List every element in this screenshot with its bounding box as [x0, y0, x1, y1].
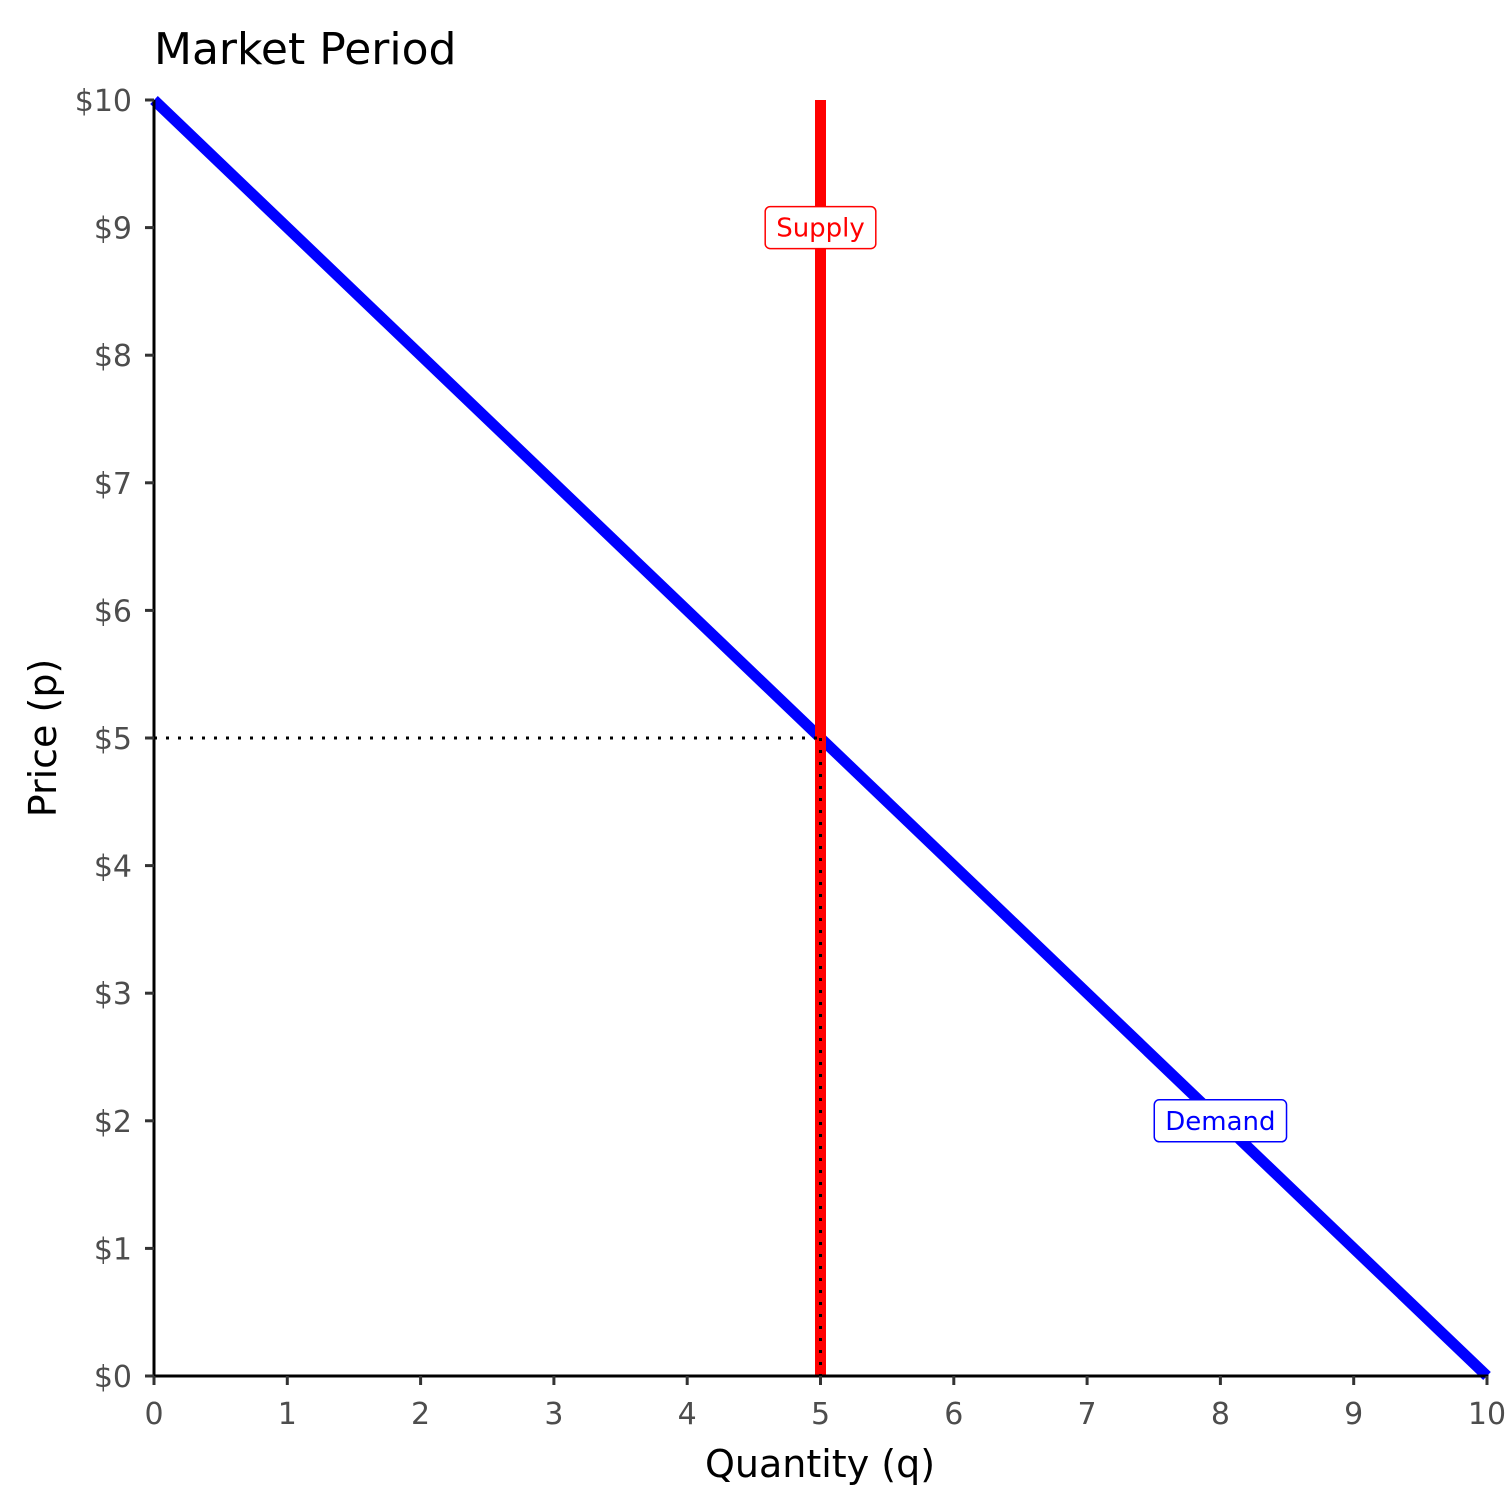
x-tick-label: 0	[144, 1397, 163, 1432]
x-axis-title: Quantity (q)	[705, 1442, 935, 1486]
y-tick-label: $8	[94, 339, 132, 374]
y-tick-label: $1	[94, 1232, 132, 1267]
y-tick-label: $6	[94, 594, 132, 629]
y-tick-label: $4	[94, 850, 132, 885]
supply-label: Supply	[776, 214, 865, 244]
x-tick-label: 1	[278, 1397, 297, 1432]
y-tick-label: $3	[94, 977, 132, 1012]
y-tick-label: $7	[94, 467, 132, 502]
demand-label: Demand	[1165, 1107, 1275, 1137]
demand-label-box	[1153, 1099, 1288, 1143]
x-tick-label: 5	[811, 1397, 830, 1432]
x-tick-label: 8	[1211, 1397, 1230, 1432]
y-tick-label: $2	[94, 1105, 132, 1140]
y-axis-title: Price (p)	[21, 659, 65, 818]
supply-label-box	[764, 205, 877, 250]
y-tick-label: $0	[94, 1360, 132, 1395]
plot-area: 0 1 2 3 4 5 6 7 8 9 10 $0 $1 $2 $3 $4 $5 $6 $7 $8 $9 $10 Deman…	[75, 84, 1506, 1432]
x-tick-label: 7	[1078, 1397, 1097, 1432]
x-tick-label: 10	[1468, 1397, 1506, 1432]
x-tick-label: 6	[944, 1397, 963, 1432]
chart-title: Market Period	[154, 24, 456, 75]
x-tick-label: 4	[678, 1397, 697, 1432]
y-tick-label: $9	[94, 212, 132, 247]
x-tick-label: 3	[544, 1397, 563, 1432]
x-tick-label: 2	[411, 1397, 430, 1432]
y-tick-label: $5	[94, 722, 132, 757]
x-tick-label: 9	[1344, 1397, 1363, 1432]
y-tick-label: $10	[75, 84, 132, 119]
